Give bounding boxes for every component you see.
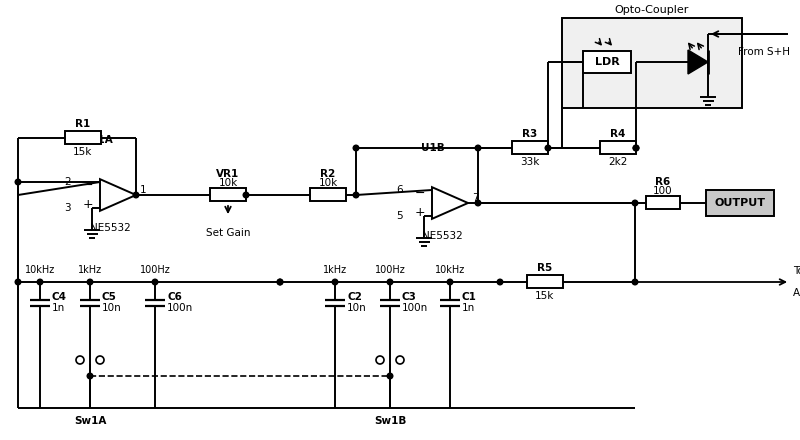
Bar xyxy=(512,142,548,154)
Text: 3: 3 xyxy=(64,203,71,213)
Circle shape xyxy=(387,373,393,379)
Text: 10kHz: 10kHz xyxy=(435,265,465,275)
Text: 10n: 10n xyxy=(102,303,122,313)
Text: −: − xyxy=(414,187,426,199)
Text: 10kHz: 10kHz xyxy=(25,265,55,275)
Text: C3: C3 xyxy=(402,292,417,302)
Circle shape xyxy=(475,200,481,206)
Bar xyxy=(527,275,563,289)
Text: 100: 100 xyxy=(653,186,673,196)
Text: 10n: 10n xyxy=(347,303,366,313)
Text: 15k: 15k xyxy=(535,291,554,301)
Circle shape xyxy=(87,279,93,285)
Text: U1B: U1B xyxy=(421,143,445,153)
Circle shape xyxy=(15,179,21,185)
Text: R6: R6 xyxy=(655,177,670,187)
Text: 10k: 10k xyxy=(318,178,338,188)
Text: 15k: 15k xyxy=(74,147,93,157)
Text: Sw1A: Sw1A xyxy=(74,416,106,426)
Bar xyxy=(600,142,636,154)
Text: 1n: 1n xyxy=(462,303,475,313)
Text: Set Gain: Set Gain xyxy=(206,228,250,238)
Text: 1: 1 xyxy=(140,185,146,195)
Bar xyxy=(65,132,101,144)
Text: C1: C1 xyxy=(462,292,477,302)
Circle shape xyxy=(546,145,550,151)
Text: R1: R1 xyxy=(75,119,90,129)
Text: 1kHz: 1kHz xyxy=(78,265,102,275)
Text: 7: 7 xyxy=(472,193,478,203)
Text: VR1: VR1 xyxy=(216,169,240,179)
Circle shape xyxy=(87,373,93,379)
Text: Sw1B: Sw1B xyxy=(374,416,406,426)
Text: Opto-Coupler: Opto-Coupler xyxy=(615,5,689,15)
Text: 1kHz: 1kHz xyxy=(323,265,347,275)
Text: 100n: 100n xyxy=(167,303,194,313)
Text: 5: 5 xyxy=(396,211,403,221)
Circle shape xyxy=(354,192,358,198)
Bar xyxy=(583,51,631,73)
Text: 1n: 1n xyxy=(52,303,66,313)
Circle shape xyxy=(632,279,638,285)
Circle shape xyxy=(447,279,453,285)
Bar xyxy=(310,188,346,202)
Text: 10k: 10k xyxy=(218,178,238,188)
Text: −: − xyxy=(82,179,94,191)
Bar xyxy=(210,188,246,202)
Text: 2k2: 2k2 xyxy=(608,157,628,167)
Text: R2: R2 xyxy=(320,169,336,179)
Text: 2: 2 xyxy=(64,177,71,187)
Text: NE5532: NE5532 xyxy=(422,231,462,241)
Text: 100Hz: 100Hz xyxy=(140,265,170,275)
Text: And Hold: And Hold xyxy=(793,288,800,298)
Circle shape xyxy=(15,279,21,285)
Text: NE5532: NE5532 xyxy=(90,223,130,233)
Circle shape xyxy=(498,279,503,285)
Text: R5: R5 xyxy=(538,263,553,273)
Text: 100n: 100n xyxy=(402,303,428,313)
Circle shape xyxy=(332,279,338,285)
Text: R3: R3 xyxy=(522,129,538,139)
Text: +: + xyxy=(414,206,426,220)
Bar xyxy=(646,197,680,209)
Circle shape xyxy=(475,145,481,151)
Text: 6: 6 xyxy=(396,185,403,195)
Circle shape xyxy=(133,192,139,198)
Text: To Sample: To Sample xyxy=(793,266,800,276)
Circle shape xyxy=(354,145,358,151)
Circle shape xyxy=(152,279,158,285)
Circle shape xyxy=(634,145,638,151)
Text: From S+H: From S+H xyxy=(738,47,790,57)
Text: OUTPUT: OUTPUT xyxy=(714,198,766,208)
FancyBboxPatch shape xyxy=(706,190,774,216)
Text: LDR: LDR xyxy=(594,57,619,67)
Circle shape xyxy=(277,279,283,285)
Text: C2: C2 xyxy=(347,292,362,302)
Circle shape xyxy=(632,200,638,206)
Bar xyxy=(562,18,742,108)
Text: R4: R4 xyxy=(610,129,626,139)
Text: C4: C4 xyxy=(52,292,67,302)
Polygon shape xyxy=(688,50,708,74)
Text: C6: C6 xyxy=(167,292,182,302)
Text: U1A: U1A xyxy=(89,135,113,145)
Circle shape xyxy=(387,279,393,285)
Circle shape xyxy=(634,145,638,151)
Circle shape xyxy=(277,279,283,285)
Text: C5: C5 xyxy=(102,292,117,302)
Text: 33k: 33k xyxy=(520,157,540,167)
Text: 100Hz: 100Hz xyxy=(374,265,406,275)
Circle shape xyxy=(243,192,249,198)
Text: +: + xyxy=(82,198,94,212)
Circle shape xyxy=(38,279,43,285)
